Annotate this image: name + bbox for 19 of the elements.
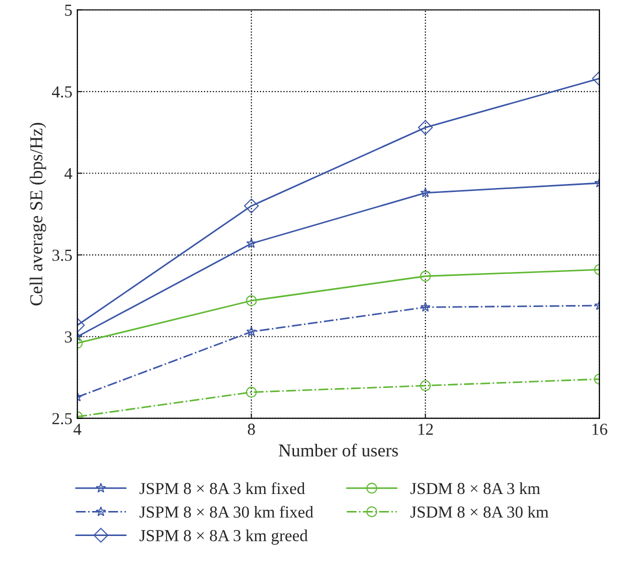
y-axis-title: Cell average SE (bps/Hz): [30, 122, 46, 306]
x-tick-label: 16: [592, 424, 608, 435]
y-tick-label: 4.5: [52, 86, 72, 98]
legend-label: JSPM 8 × 8A 3 km greed: [140, 530, 308, 545]
y-tick-label: 5: [65, 4, 72, 16]
legend-label: JSDM 8 × 8A 30 km: [410, 506, 548, 518]
x-tick-label: 12: [418, 424, 433, 435]
point: [246, 386, 257, 398]
x-axis-title: Number of users: [278, 444, 398, 457]
legend-label: JSDM 8 × 8A 3 km: [410, 482, 540, 494]
x-tick-label: 8: [248, 424, 255, 435]
y-tick-label: 3.5: [52, 250, 72, 261]
y-tick-label: 2.5: [52, 413, 72, 424]
y-tick-label: 4: [64, 168, 72, 180]
legend-label: JSPM 8 × 8A 30 km fixed: [140, 506, 314, 518]
legend-label: JSPM 8 × 8A 3 km fixed: [140, 482, 305, 494]
x-tick-label: 4: [74, 424, 82, 435]
y-tick-label: 3: [64, 331, 72, 343]
point: [420, 380, 431, 392]
